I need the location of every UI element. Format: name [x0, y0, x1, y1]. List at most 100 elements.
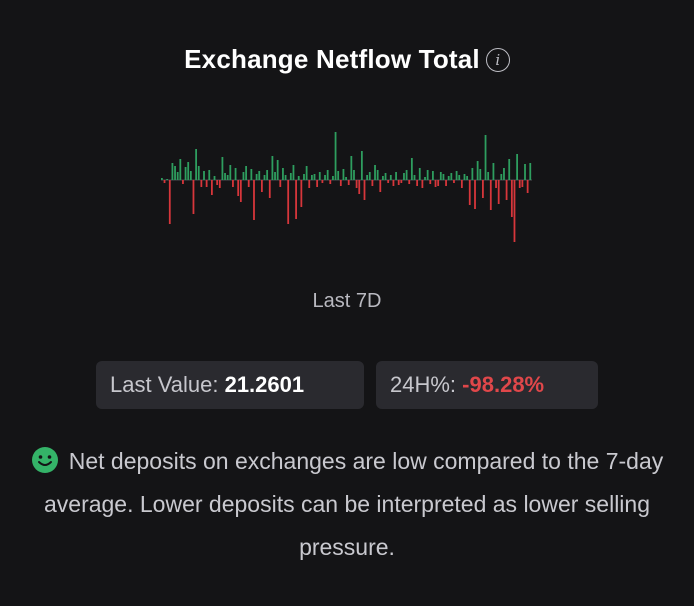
inflow-bar — [516, 154, 518, 180]
inflow-bar — [342, 169, 345, 180]
outflow-bar — [474, 180, 476, 209]
inflow-bar — [471, 168, 474, 180]
outflow-bar — [421, 180, 424, 188]
outflow-bar — [329, 180, 332, 184]
outflow-bar — [295, 180, 297, 219]
inflow-bar — [305, 166, 308, 180]
inflow-bar — [208, 170, 211, 180]
inflow-bar — [189, 171, 192, 180]
inflow-bar — [266, 170, 269, 180]
inflow-bar — [224, 173, 226, 180]
outflow-bar — [482, 180, 484, 198]
inflow-bar — [439, 172, 442, 180]
inflow-bar — [184, 167, 187, 180]
outflow-bar — [416, 180, 419, 186]
outflow-bar — [260, 180, 263, 192]
inflow-bar — [479, 169, 482, 180]
inflow-bar — [424, 177, 426, 180]
inflow-bar — [229, 165, 232, 180]
outflow-bar — [489, 180, 492, 210]
inflow-bar — [500, 174, 503, 180]
outflow-bar — [429, 180, 432, 184]
inflow-bar — [360, 151, 363, 180]
inflow-bar — [318, 172, 321, 180]
inflow-bar — [161, 178, 163, 180]
outflow-bar — [495, 180, 497, 188]
sentiment-message: Net deposits on exchanges are low compar… — [4, 440, 690, 569]
outflow-bar — [387, 180, 390, 183]
outflow-bar — [300, 180, 303, 207]
outflow-bar — [308, 180, 311, 188]
inflow-bar — [405, 170, 408, 180]
inflow-bar — [250, 169, 253, 180]
inflow-bar — [466, 176, 469, 180]
inflow-bar — [166, 179, 169, 180]
inflow-bar — [403, 173, 405, 180]
netflow-bar-chart — [161, 132, 532, 242]
inflow-bar — [368, 172, 371, 180]
outflow-bar — [253, 180, 255, 220]
outflow-bar — [355, 180, 358, 188]
inflow-bar — [337, 171, 340, 180]
inflow-bar — [350, 156, 353, 180]
outflow-bar — [279, 180, 282, 187]
inflow-bar — [234, 168, 237, 180]
inflow-bar — [284, 175, 287, 180]
inflow-bar — [492, 163, 495, 180]
inflow-bar — [447, 176, 450, 180]
inflow-bar — [242, 172, 245, 180]
inflow-bar — [410, 158, 413, 180]
outflow-bar — [392, 180, 395, 186]
outflow-bar — [521, 180, 524, 187]
outflow-bar — [200, 180, 203, 187]
inflow-bar — [432, 171, 434, 180]
outflow-bar — [237, 180, 240, 196]
inflow-bar — [529, 163, 532, 180]
last-value-label: Last Value: — [110, 372, 219, 397]
info-circle-icon[interactable]: i — [485, 48, 510, 72]
outflow-bar — [210, 180, 213, 195]
inflow-bar — [484, 135, 487, 180]
inflow-bar — [503, 168, 505, 180]
inflow-bar — [463, 174, 466, 180]
inflow-bar — [413, 175, 416, 180]
inflow-bar — [418, 168, 421, 180]
sentiment-text: Net deposits on exchanges are low compar… — [43, 448, 664, 560]
outflow-bar — [513, 180, 516, 242]
inflow-bar — [258, 171, 261, 180]
inflow-bar — [442, 174, 445, 180]
inflow-bar — [303, 174, 305, 180]
outflow-bar — [216, 180, 219, 185]
outflow-bar — [268, 180, 271, 198]
inflow-bar — [310, 175, 313, 180]
inflow-bar — [395, 172, 397, 180]
inflow-bar — [245, 166, 247, 180]
change-24h-value: -98.28% — [462, 372, 545, 397]
outflow-bar — [205, 180, 208, 187]
inflow-bar — [487, 172, 490, 180]
inflow-bar — [289, 173, 292, 180]
change-24h-label: 24H%: — [390, 372, 457, 397]
inflow-bar — [274, 172, 276, 180]
title-row: Exchange Netflow Total i — [0, 44, 694, 75]
outflow-bar — [526, 180, 529, 193]
inflow-bar — [334, 132, 337, 180]
outflow-bar — [192, 180, 195, 214]
outflow-bar — [339, 180, 342, 186]
inflow-bar — [176, 172, 179, 180]
change-24h-pill: 24H%: -98.28% — [376, 361, 598, 409]
inflow-bar — [271, 156, 274, 180]
outflow-bar — [400, 180, 403, 183]
inflow-bar — [389, 175, 392, 180]
inflow-bar — [374, 165, 376, 180]
last-value-number: 21.2601 — [224, 372, 305, 397]
outflow-bar — [510, 180, 513, 217]
inflow-bar — [187, 162, 190, 180]
inflow-bar — [426, 170, 429, 180]
outflow-bar — [445, 180, 447, 186]
outflow-bar — [218, 180, 221, 188]
outflow-bar — [247, 180, 250, 187]
inflow-bar — [174, 166, 176, 180]
outflow-bar — [182, 180, 184, 184]
outflow-bar — [453, 180, 455, 183]
